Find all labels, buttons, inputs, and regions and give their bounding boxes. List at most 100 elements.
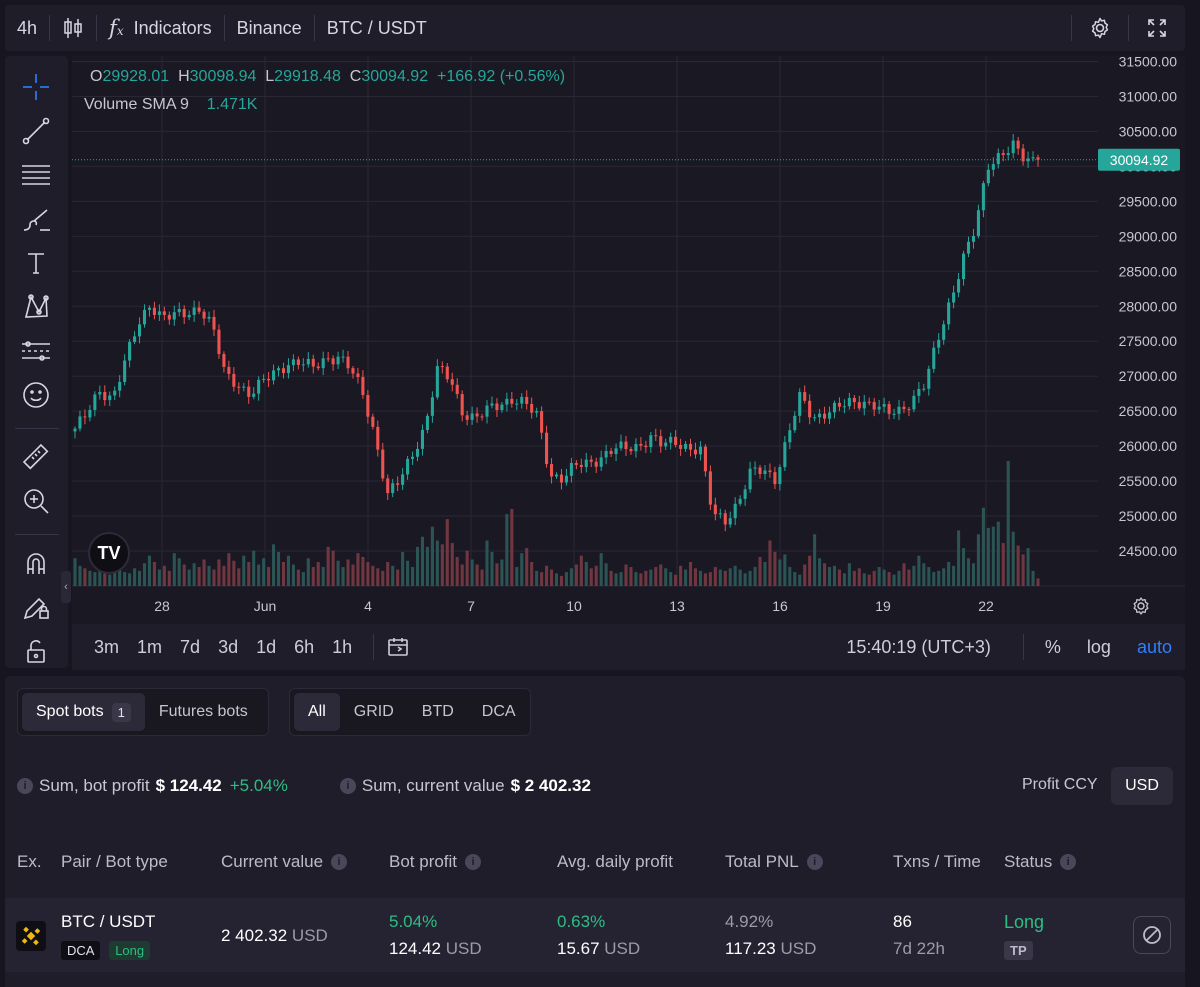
exchange-label[interactable]: Binance [236,17,302,38]
price-chart[interactable]: 31500.0031000.0030500.0030000.0029500.00… [72,53,1185,624]
col-current-value[interactable]: Current value i [221,852,348,872]
info-icon[interactable]: i [17,778,33,794]
percent-scale-toggle[interactable]: % [1044,636,1061,657]
crosshair-tool[interactable] [19,70,53,104]
volume-bar [823,563,827,586]
candle-body [693,449,698,455]
total-pnl-amount: 117.23 [725,939,776,958]
zoom-tool[interactable] [19,484,53,518]
filter-btd[interactable]: BTD [421,703,454,720]
candle-body [485,405,489,417]
avg-daily-amount: 15.67 [557,939,600,958]
info-icon[interactable]: i [465,854,482,870]
candle-body [867,401,871,403]
candle-body [763,470,767,475]
currency-label: USD [445,939,482,958]
bot-category-tabs: Spot bots 1 Futures bots [17,688,269,736]
candle-body [172,312,176,320]
text-tool[interactable] [19,246,53,280]
x-tick-label: 4 [364,598,372,614]
range-1h[interactable]: 1h [332,636,353,657]
range-3m[interactable]: 3m [94,636,120,657]
indicators-button[interactable]: fx Indicators [97,5,224,51]
auto-scale-toggle[interactable]: auto [1136,636,1172,657]
timeframe-divider [373,634,375,660]
volume-bar [187,569,191,586]
info-icon[interactable]: i [339,778,356,794]
col-pair[interactable]: Pair / Bot type [61,852,168,871]
candle-body [832,402,837,413]
pair-label[interactable]: BTC / USDT [326,17,427,38]
volume-bar [257,564,261,586]
filter-grid[interactable]: GRID [353,703,394,720]
y-tick-label: 28000.00 [1119,298,1178,314]
candle-body [659,436,663,447]
info-icon[interactable]: i [1060,854,1077,870]
col-txns-time[interactable]: Txns / Time [893,852,981,871]
candle-body [341,356,345,358]
tab-spot-bots[interactable]: Spot bots 1 [22,693,145,731]
volume-bar [336,560,340,586]
candle-body [564,475,568,483]
candle-body [579,464,583,468]
prediction-tool[interactable] [19,334,53,368]
measure-tool[interactable] [19,440,53,474]
chart-type-button[interactable] [50,5,96,51]
tradingview-logo[interactable]: TV [88,532,130,574]
brush-tool[interactable] [19,202,53,236]
col-total-pnl[interactable]: Total PNL i [725,852,823,872]
candle-body [515,403,519,405]
candle-body [897,406,901,414]
magnet-tool[interactable] [19,546,53,580]
clock-timezone[interactable]: 15:40:19 (UTC+3) [846,636,991,657]
candle-body [331,358,335,365]
volume-bar [743,573,747,586]
candle-body [793,415,797,431]
fullscreen-button[interactable] [1129,5,1185,51]
volume-bar [991,526,995,586]
candle-body [966,241,971,254]
col-status[interactable]: Status i [1004,852,1077,872]
log-scale-toggle[interactable]: log [1086,636,1111,657]
profit-ccy-selector[interactable]: USD [1111,767,1173,805]
interval-selector[interactable]: 4h [5,5,49,51]
candlestick-chart[interactable]: 31500.0031000.0030500.0030000.0029500.00… [72,53,1185,624]
collapse-toolbar-button[interactable]: ‹ [61,571,71,603]
stop-bot-button[interactable] [1133,916,1171,954]
lock-drawings-tool[interactable] [19,590,53,624]
settings-button[interactable] [1072,5,1128,51]
candle-body [738,498,742,504]
range-1d[interactable]: 1d [256,636,277,657]
table-row[interactable]: BTC / USDT DCA Long 2 402.32 USD 5.04% 1… [5,898,1185,972]
col-bot-profit[interactable]: Bot profit i [389,852,482,872]
volume-bar [525,548,529,586]
unlock-tool[interactable] [19,634,53,668]
range-6h[interactable]: 6h [294,636,315,657]
info-icon[interactable]: i [331,854,348,870]
emoji-tool[interactable] [19,378,53,412]
col-avg-daily-profit[interactable]: Avg. daily profit [557,852,673,871]
range-3d[interactable]: 3d [218,636,239,657]
axis-settings-icon[interactable] [1133,597,1149,615]
pattern-tool[interactable] [19,290,53,324]
volume-bar [793,572,797,586]
candle-body [123,360,127,382]
range-1m[interactable]: 1m [137,636,163,657]
fib-tool[interactable] [19,158,53,192]
sum-profit-label: Sum, bot profit [39,776,150,795]
filter-dca[interactable]: DCA [481,703,516,720]
candle-body [827,412,832,419]
trend-line-tool[interactable] [19,114,53,148]
goto-date-button[interactable] [386,635,410,659]
volume-bar [629,567,633,586]
volume-bar [867,574,871,586]
volume-bar [957,530,961,586]
info-icon[interactable]: i [806,854,823,870]
volume-bar [490,551,494,586]
spot-count-badge: 1 [111,702,131,722]
filter-all[interactable]: All [294,693,340,731]
candle-body [549,464,554,477]
candle-body [594,461,598,467]
range-7d[interactable]: 7d [180,636,201,657]
tab-futures-bots[interactable]: Futures bots [145,693,262,731]
